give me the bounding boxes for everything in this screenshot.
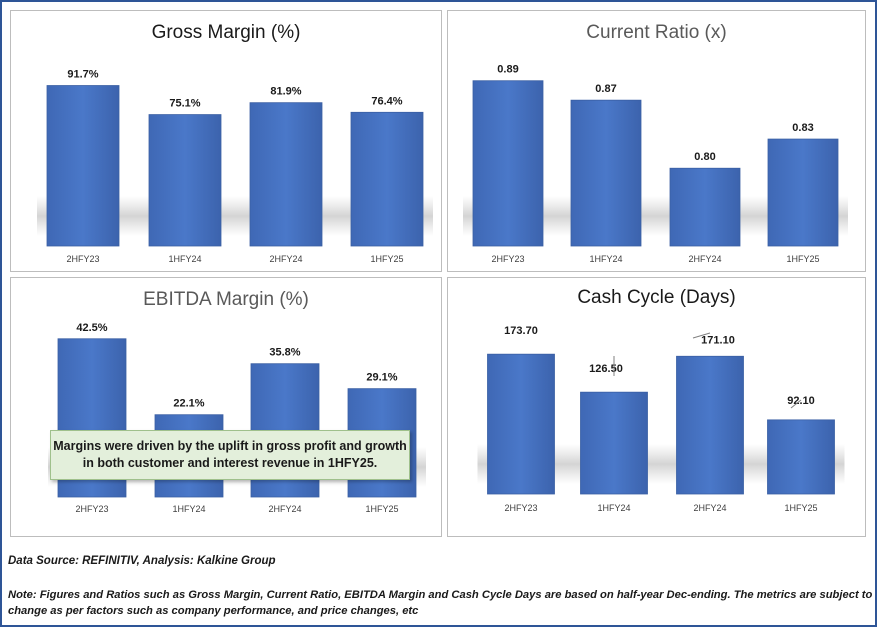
- cash-cycle-panel: Cash Cycle (Days) 173.70 2HFY23 126.50 1HFY…: [447, 277, 866, 537]
- bar-1hfy24: [580, 391, 648, 495]
- margin-insight-callout: Margins were driven by the uplift in gro…: [50, 430, 410, 480]
- data-label: 29.1%: [366, 372, 397, 384]
- current-ratio-panel: Current Ratio (x) 0.89 2HFY23 0.87 1HFY24 0.…: [447, 10, 866, 272]
- x-tick-label: 1HFY25: [370, 254, 403, 264]
- chart-title: EBITDA Margin (%): [143, 289, 309, 310]
- data-label: 0.83: [792, 122, 813, 134]
- label-leader-line: [692, 332, 711, 339]
- chart-title: Cash Cycle (Days): [577, 287, 736, 308]
- gross-margin-panel: Gross Margin (%) 91.7% 2HFY23 75.1% 1HFY24 8…: [10, 10, 442, 272]
- ebitda-margin-chart: 42.5% 2HFY23 22.1% 1HFY24 35.8% 2HFY24 29.1% 1H…: [48, 322, 426, 514]
- x-tick-label: 1HFY24: [589, 254, 622, 264]
- chart-title: Gross Margin (%): [151, 22, 301, 43]
- current-ratio-chart: 0.89 2HFY23 0.87 1HFY24 0.80 2HFY24 0.83 1HFY25: [463, 64, 848, 264]
- bar-2hfy24: [676, 355, 744, 495]
- callout-line-2: in both customer and interest revenue in…: [82, 456, 378, 470]
- methodology-note: Note: Figures and Ratios such as Gross M…: [8, 589, 873, 617]
- x-tick-label: 2HFY24: [269, 254, 302, 264]
- bar-2hfy23: [487, 353, 555, 495]
- x-tick-label: 2HFY23: [504, 503, 537, 513]
- x-tick-label: 1HFY25: [786, 254, 819, 264]
- x-tick-label: 2HFY23: [491, 254, 524, 264]
- data-label: 0.87: [595, 83, 616, 95]
- bar-2hfy24: [669, 167, 741, 247]
- data-label: 22.1%: [173, 398, 204, 410]
- bar-2hfy24: [249, 102, 323, 247]
- bar-1hfy25: [767, 419, 835, 495]
- x-tick-label: 2HFY24: [268, 504, 301, 514]
- data-label: 92.10: [787, 395, 815, 407]
- data-label: 0.80: [694, 151, 715, 163]
- x-tick-label: 1HFY25: [365, 504, 398, 514]
- x-tick-label: 2HFY23: [66, 254, 99, 264]
- x-tick-label: 1HFY24: [168, 254, 201, 264]
- callout-line-1: Margins were driven by the uplift in gro…: [53, 439, 407, 453]
- bar-1hfy25: [350, 111, 424, 247]
- cash-cycle-chart: 173.70 2HFY23 126.50 1HFY24 171.10 2HFY24 92.1…: [477, 325, 845, 513]
- label-leader-line: [790, 399, 802, 409]
- bar-1hfy24: [570, 99, 642, 247]
- data-label: 173.70: [504, 325, 538, 337]
- data-label: 0.89: [497, 64, 518, 76]
- data-label: 81.9%: [270, 86, 301, 98]
- x-tick-label: 2HFY24: [688, 254, 721, 264]
- bar-1hfy24: [148, 114, 222, 247]
- bar-2hfy23: [46, 85, 120, 247]
- bar-1hfy25: [767, 138, 839, 247]
- data-label: 126.50: [589, 363, 623, 375]
- data-label: 171.10: [701, 334, 735, 346]
- data-label: 35.8%: [269, 347, 300, 359]
- x-tick-label: 1HFY24: [172, 504, 205, 514]
- chart-title: Current Ratio (x): [586, 22, 727, 43]
- data-source-text: Data Source: REFINITIV, Analysis: Kalkin…: [8, 555, 276, 567]
- bar-2hfy23: [472, 80, 544, 247]
- data-label: 91.7%: [67, 69, 98, 81]
- x-tick-label: 1HFY24: [597, 503, 630, 513]
- x-tick-label: 2HFY24: [693, 503, 726, 513]
- gross-margin-chart: 91.7% 2HFY23 75.1% 1HFY24 81.9% 2HFY24 76.4% 1H…: [37, 69, 433, 264]
- data-label: 75.1%: [169, 98, 200, 110]
- x-tick-label: 1HFY25: [784, 503, 817, 513]
- x-tick-label: 2HFY23: [75, 504, 108, 514]
- ebitda-margin-panel: EBITDA Margin (%) 42.5% 2HFY23 22.1% 1HFY24…: [10, 277, 442, 537]
- data-label: 42.5%: [76, 322, 107, 334]
- data-label: 76.4%: [371, 95, 402, 107]
